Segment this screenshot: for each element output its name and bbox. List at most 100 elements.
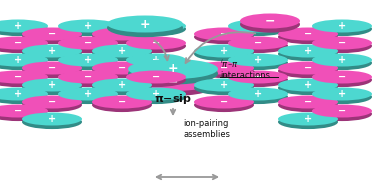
Ellipse shape bbox=[22, 112, 82, 125]
Ellipse shape bbox=[58, 19, 118, 33]
Text: −: − bbox=[338, 38, 346, 48]
Ellipse shape bbox=[22, 98, 82, 112]
Ellipse shape bbox=[22, 81, 82, 95]
Ellipse shape bbox=[194, 30, 254, 44]
Ellipse shape bbox=[58, 90, 118, 104]
Ellipse shape bbox=[0, 53, 48, 67]
Text: +: + bbox=[220, 46, 228, 56]
Text: +: + bbox=[152, 55, 160, 65]
Ellipse shape bbox=[312, 88, 372, 101]
Ellipse shape bbox=[312, 73, 372, 87]
Ellipse shape bbox=[92, 28, 152, 40]
Text: ion-pairing
assemblies: ion-pairing assemblies bbox=[183, 119, 230, 139]
Text: +: + bbox=[338, 21, 346, 31]
Ellipse shape bbox=[194, 44, 254, 57]
Text: +: + bbox=[254, 21, 262, 31]
Ellipse shape bbox=[278, 47, 338, 61]
Text: +: + bbox=[338, 89, 346, 99]
Text: +: + bbox=[304, 114, 312, 124]
Text: +: + bbox=[14, 89, 22, 99]
Ellipse shape bbox=[312, 70, 372, 84]
Ellipse shape bbox=[92, 61, 152, 74]
Ellipse shape bbox=[312, 56, 372, 70]
Text: +: + bbox=[84, 89, 92, 99]
Ellipse shape bbox=[0, 56, 48, 70]
Text: +: + bbox=[304, 46, 312, 56]
Ellipse shape bbox=[194, 78, 254, 91]
Ellipse shape bbox=[228, 56, 288, 70]
Ellipse shape bbox=[22, 44, 82, 57]
Text: +: + bbox=[168, 63, 178, 75]
Text: −: − bbox=[84, 72, 92, 82]
Ellipse shape bbox=[278, 28, 338, 40]
Ellipse shape bbox=[128, 63, 218, 84]
Text: −: − bbox=[118, 63, 126, 73]
Ellipse shape bbox=[92, 44, 152, 57]
Ellipse shape bbox=[278, 61, 338, 74]
Text: −: − bbox=[14, 72, 22, 82]
Ellipse shape bbox=[0, 88, 48, 101]
Text: −: − bbox=[152, 38, 160, 48]
Ellipse shape bbox=[0, 107, 48, 121]
Ellipse shape bbox=[240, 16, 300, 33]
Ellipse shape bbox=[228, 39, 288, 53]
Ellipse shape bbox=[22, 64, 82, 78]
Text: −: − bbox=[220, 29, 228, 39]
Ellipse shape bbox=[0, 22, 48, 36]
Ellipse shape bbox=[126, 70, 186, 84]
Ellipse shape bbox=[126, 53, 186, 67]
Ellipse shape bbox=[126, 39, 186, 53]
Ellipse shape bbox=[22, 95, 82, 108]
Ellipse shape bbox=[58, 22, 118, 36]
Ellipse shape bbox=[228, 53, 288, 67]
Ellipse shape bbox=[92, 81, 152, 95]
Ellipse shape bbox=[228, 70, 288, 84]
Ellipse shape bbox=[126, 73, 186, 87]
Ellipse shape bbox=[240, 13, 300, 29]
Ellipse shape bbox=[278, 98, 338, 112]
Text: +: + bbox=[304, 80, 312, 90]
Ellipse shape bbox=[228, 19, 288, 33]
Text: +: + bbox=[152, 89, 160, 99]
Text: $\mathbf{\pi}$$\mathbf{-sip}$: $\mathbf{\pi}$$\mathbf{-sip}$ bbox=[154, 92, 192, 106]
FancyArrowPatch shape bbox=[186, 32, 255, 63]
Ellipse shape bbox=[126, 19, 186, 33]
Text: −: − bbox=[304, 29, 312, 39]
Text: −: − bbox=[338, 106, 346, 116]
Ellipse shape bbox=[92, 98, 152, 112]
Ellipse shape bbox=[312, 36, 372, 50]
Text: −: − bbox=[14, 38, 22, 48]
Ellipse shape bbox=[312, 22, 372, 36]
Text: +: + bbox=[14, 21, 22, 31]
Ellipse shape bbox=[0, 39, 48, 53]
Text: +: + bbox=[254, 89, 262, 99]
Ellipse shape bbox=[126, 22, 186, 36]
FancyArrowPatch shape bbox=[157, 175, 217, 179]
Text: $^{i}\pi$–$\pi$
interactions: $^{i}\pi$–$\pi$ interactions bbox=[220, 58, 270, 80]
Text: −: − bbox=[254, 38, 262, 48]
Text: +: + bbox=[338, 55, 346, 65]
Ellipse shape bbox=[92, 30, 152, 44]
Text: +: + bbox=[48, 114, 56, 124]
Ellipse shape bbox=[131, 73, 215, 91]
Text: +: + bbox=[254, 55, 262, 65]
Ellipse shape bbox=[92, 47, 152, 61]
Ellipse shape bbox=[107, 15, 183, 33]
Text: +: + bbox=[48, 80, 56, 90]
Text: +: + bbox=[152, 21, 160, 31]
Ellipse shape bbox=[58, 56, 118, 70]
Text: −: − bbox=[48, 63, 56, 73]
Ellipse shape bbox=[0, 105, 48, 118]
Ellipse shape bbox=[278, 81, 338, 95]
Text: +: + bbox=[84, 55, 92, 65]
Ellipse shape bbox=[194, 64, 254, 78]
Text: +: + bbox=[84, 21, 92, 31]
Text: −: − bbox=[118, 29, 126, 39]
Ellipse shape bbox=[58, 73, 118, 87]
Text: −: − bbox=[338, 72, 346, 82]
Ellipse shape bbox=[58, 53, 118, 67]
Ellipse shape bbox=[194, 47, 254, 61]
Ellipse shape bbox=[194, 28, 254, 40]
Ellipse shape bbox=[107, 19, 183, 37]
Ellipse shape bbox=[228, 90, 288, 104]
